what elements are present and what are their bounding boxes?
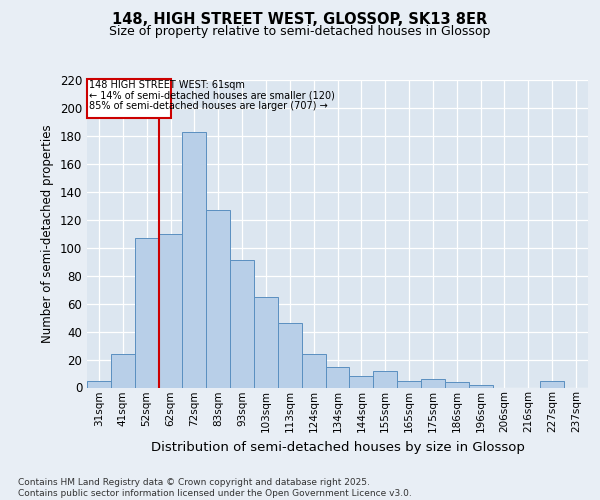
FancyBboxPatch shape [87, 78, 170, 118]
Text: Size of property relative to semi-detached houses in Glossop: Size of property relative to semi-detach… [109, 25, 491, 38]
Text: ← 14% of semi-detached houses are smaller (120): ← 14% of semi-detached houses are smalle… [89, 90, 335, 101]
Y-axis label: Number of semi-detached properties: Number of semi-detached properties [41, 124, 54, 343]
Bar [540, 380, 564, 388]
Bar [278, 323, 302, 388]
Bar [230, 260, 254, 388]
Text: 85% of semi-detached houses are larger (707) →: 85% of semi-detached houses are larger (… [89, 101, 328, 111]
Bar [254, 296, 278, 388]
Bar [158, 234, 182, 388]
Bar [445, 382, 469, 388]
Text: Contains HM Land Registry data © Crown copyright and database right 2025.
Contai: Contains HM Land Registry data © Crown c… [18, 478, 412, 498]
Bar [182, 132, 206, 388]
X-axis label: Distribution of semi-detached houses by size in Glossop: Distribution of semi-detached houses by … [151, 440, 524, 454]
Bar [397, 380, 421, 388]
Bar [349, 376, 373, 388]
Bar [111, 354, 135, 388]
Bar [373, 370, 397, 388]
Bar [87, 380, 111, 388]
Bar [421, 379, 445, 388]
Bar [326, 366, 349, 388]
Bar [206, 210, 230, 388]
Bar [135, 238, 158, 388]
Text: 148, HIGH STREET WEST, GLOSSOP, SK13 8ER: 148, HIGH STREET WEST, GLOSSOP, SK13 8ER [112, 12, 488, 28]
Bar [302, 354, 326, 388]
Bar [469, 384, 493, 388]
Text: 148 HIGH STREET WEST: 61sqm: 148 HIGH STREET WEST: 61sqm [89, 80, 245, 90]
